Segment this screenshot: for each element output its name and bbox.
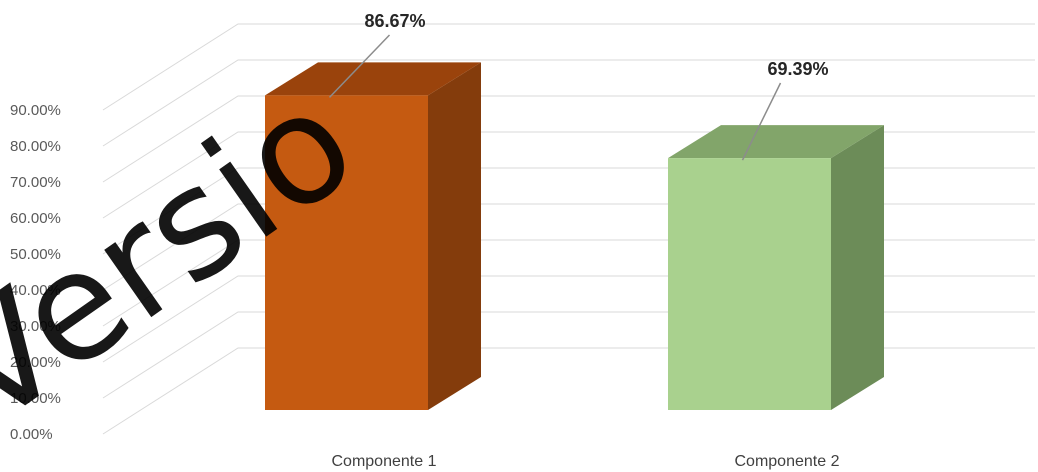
category-label: Componente 1 (332, 453, 437, 470)
y-axis-tick-labels: 0.00% 10.00% 20.00% 30.00% 40.00% 50.00% 60.00… (10, 102, 61, 443)
gridline (102, 347, 1035, 435)
leader-line (741, 82, 782, 161)
gridline (102, 95, 1035, 183)
y-tick-label: 10.00% (10, 390, 61, 407)
data-label: 69.39% (768, 59, 829, 79)
y-tick-label: 60.00% (10, 210, 61, 227)
data-labels: 86.67% 69.39% (328, 11, 829, 161)
data-label: 86.67% (365, 11, 426, 31)
gridline (102, 59, 1035, 147)
bar-top-face (265, 62, 481, 96)
leader-line (328, 34, 391, 98)
bar-1 (265, 62, 481, 410)
bar-side-face (428, 62, 481, 410)
gridline (102, 311, 1035, 399)
grid-lines (102, 23, 1035, 435)
bar-front-face (668, 158, 831, 410)
bar-top-face (668, 125, 884, 159)
bar-side-face (831, 125, 884, 410)
y-tick-label: 50.00% (10, 246, 61, 263)
y-tick-label: 20.00% (10, 354, 61, 371)
category-labels: Componente 1 Componente 2 (332, 453, 840, 470)
y-tick-label: 80.00% (10, 138, 61, 155)
gridline (102, 23, 1035, 111)
bar-front-face (265, 95, 428, 410)
bars (265, 62, 884, 410)
y-tick-label: 30.00% (10, 318, 61, 335)
y-tick-label: 90.00% (10, 102, 61, 119)
bar-2 (668, 125, 884, 410)
y-tick-label: 40.00% (10, 282, 61, 299)
category-label: Componente 2 (735, 453, 840, 470)
y-tick-label: 0.00% (10, 426, 53, 443)
y-tick-label: 70.00% (10, 174, 61, 191)
